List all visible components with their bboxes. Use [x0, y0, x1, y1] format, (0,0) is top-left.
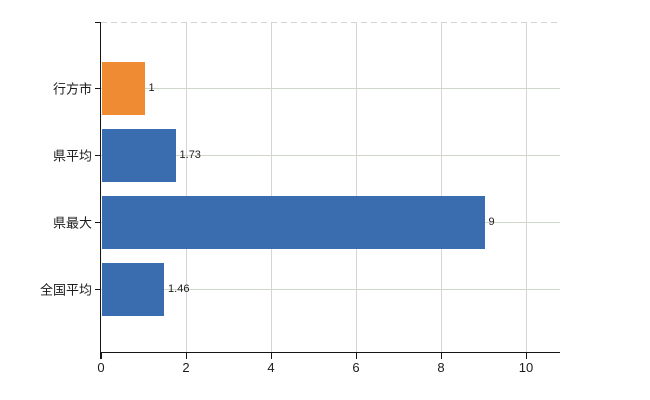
v-gridline	[186, 22, 187, 353]
bar	[102, 262, 164, 316]
bar-value-label: 1.46	[168, 283, 190, 295]
v-gridline	[271, 22, 272, 353]
x-axis-tick	[356, 353, 357, 359]
y-axis-tick	[95, 289, 101, 290]
h-gridline	[101, 88, 560, 89]
y-axis-category-label: 県最大	[52, 215, 92, 231]
x-axis-tick-label: 6	[352, 360, 360, 375]
y-axis-tick	[95, 22, 101, 23]
y-axis-line	[99, 22, 101, 359]
x-axis-tick	[101, 353, 102, 359]
v-gridline	[356, 22, 357, 353]
x-axis-tick-label: 8	[437, 360, 445, 375]
bar	[102, 195, 485, 249]
x-axis-tick	[441, 353, 442, 359]
bar-value-label: 9	[488, 216, 495, 228]
y-axis-category-label: 全国平均	[39, 282, 92, 298]
y-axis-category-label: 県平均	[52, 148, 92, 164]
x-axis-tick	[526, 353, 527, 359]
y-axis-tick	[95, 155, 101, 156]
x-axis-tick-label: 2	[182, 360, 190, 375]
y-axis-tick	[95, 222, 101, 223]
x-axis-tick	[186, 353, 187, 359]
bar	[102, 61, 145, 115]
plot-top-border	[101, 22, 560, 23]
x-axis-tick-label: 4	[267, 360, 275, 375]
bar-value-label: 1.73	[179, 149, 201, 161]
x-axis-tick-label: 10	[518, 360, 534, 375]
v-gridline	[441, 22, 442, 353]
y-axis-tick	[95, 88, 101, 89]
y-axis-category-label: 行方市	[52, 81, 92, 97]
v-gridline	[526, 22, 527, 353]
x-axis-line	[99, 351, 560, 353]
h-gridline	[101, 289, 560, 290]
h-gridline	[101, 155, 560, 156]
bar	[102, 128, 176, 182]
x-axis-tick-label: 0	[97, 360, 105, 375]
x-axis-tick	[271, 353, 272, 359]
bar-value-label: 1	[148, 82, 155, 94]
